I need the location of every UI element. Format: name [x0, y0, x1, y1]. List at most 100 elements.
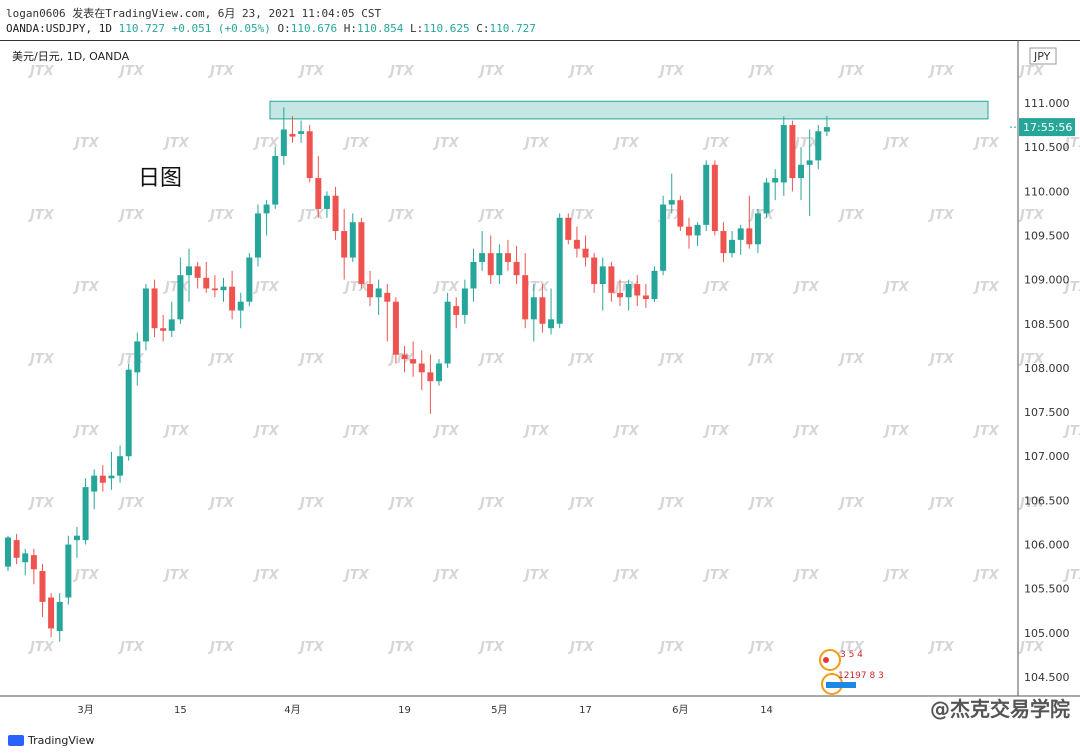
candle-body[interactable]: [272, 155, 279, 205]
candle-body[interactable]: [703, 164, 710, 225]
candle-body[interactable]: [332, 195, 339, 232]
candle-body[interactable]: [91, 475, 98, 492]
candle-body[interactable]: [806, 160, 813, 165]
candle-body[interactable]: [323, 195, 330, 209]
candle-body[interactable]: [142, 288, 149, 342]
candle-body[interactable]: [651, 270, 658, 300]
candle-body[interactable]: [746, 228, 753, 245]
candle-body[interactable]: [780, 125, 787, 183]
candle-body[interactable]: [5, 537, 11, 567]
candle-body[interactable]: [22, 553, 29, 563]
candle-body[interactable]: [203, 277, 210, 289]
candle-body[interactable]: [513, 261, 520, 276]
candle-body[interactable]: [73, 535, 80, 541]
candle-body[interactable]: [470, 261, 477, 289]
candle-body[interactable]: [108, 475, 115, 479]
candle-body[interactable]: [160, 328, 167, 331]
candle-body[interactable]: [39, 571, 46, 602]
candle-body[interactable]: [453, 306, 460, 315]
candle-body[interactable]: [642, 295, 649, 300]
candle-body[interactable]: [418, 363, 425, 373]
candle-body[interactable]: [13, 540, 20, 558]
candle-body[interactable]: [660, 204, 667, 271]
candle-body[interactable]: [530, 297, 537, 320]
candle-body[interactable]: [479, 253, 486, 262]
candle-body[interactable]: [306, 131, 313, 179]
candlestick-chart[interactable]: JTX JTX JTX JTX JTX JTX JTX JTX JTX JTX JTX JTX JTX J…: [0, 40, 1080, 727]
candle-body[interactable]: [229, 286, 236, 311]
candle-body[interactable]: [565, 217, 572, 240]
candle-body[interactable]: [720, 231, 727, 254]
candle-body[interactable]: [427, 372, 434, 382]
candle-body[interactable]: [539, 297, 546, 324]
candle-body[interactable]: [677, 200, 684, 227]
candle-body[interactable]: [754, 213, 761, 245]
candle-body[interactable]: [617, 292, 624, 298]
candle-body[interactable]: [634, 284, 641, 296]
candle-body[interactable]: [341, 231, 348, 258]
candle-body[interactable]: [151, 288, 158, 329]
candle-body[interactable]: [436, 363, 442, 382]
candle-body[interactable]: [582, 248, 589, 258]
candle-body[interactable]: [410, 359, 417, 364]
candle-body[interactable]: [599, 266, 606, 285]
candle-body[interactable]: [823, 127, 830, 132]
candle-body[interactable]: [461, 288, 468, 315]
candle-body[interactable]: [280, 129, 287, 156]
candle-body[interactable]: [487, 253, 494, 276]
candle-body[interactable]: [798, 164, 805, 179]
candle-body[interactable]: [134, 341, 141, 373]
candle-body[interactable]: [56, 601, 63, 632]
candle-body[interactable]: [375, 288, 382, 298]
candle-body[interactable]: [548, 319, 555, 329]
candle-body[interactable]: [711, 164, 718, 232]
candle-body[interactable]: [289, 133, 296, 137]
candle-body[interactable]: [625, 284, 632, 298]
candle-body[interactable]: [522, 275, 529, 320]
candle-body[interactable]: [367, 284, 374, 298]
candle-body[interactable]: [685, 226, 692, 236]
candle-body[interactable]: [401, 354, 408, 360]
high-label: H:: [343, 22, 358, 35]
candle-body[interactable]: [125, 369, 132, 457]
candle-body[interactable]: [298, 131, 305, 134]
candle-body[interactable]: [30, 555, 37, 570]
candle-body[interactable]: [246, 257, 253, 302]
candle-body[interactable]: [496, 253, 503, 276]
candle-body[interactable]: [358, 222, 365, 285]
candle-body[interactable]: [315, 178, 322, 209]
candle-body[interactable]: [117, 456, 124, 476]
candle-body[interactable]: [573, 239, 580, 249]
candle-body[interactable]: [591, 257, 598, 285]
candle-body[interactable]: [668, 200, 675, 205]
candle-body[interactable]: [82, 487, 89, 541]
candle-body[interactable]: [384, 292, 391, 302]
candle-body[interactable]: [763, 182, 770, 214]
candle-body[interactable]: [194, 266, 201, 278]
candle-body[interactable]: [237, 301, 244, 311]
candle-body[interactable]: [220, 286, 227, 291]
candle-body[interactable]: [392, 301, 399, 355]
tradingview-logo[interactable]: TradingView: [8, 734, 94, 747]
candle-body[interactable]: [444, 301, 451, 364]
candle-body[interactable]: [815, 131, 822, 161]
candle-body[interactable]: [772, 178, 779, 183]
candle-body[interactable]: [556, 217, 563, 324]
candle-body[interactable]: [349, 222, 356, 258]
candle-body[interactable]: [254, 213, 261, 258]
candle-body[interactable]: [65, 544, 72, 598]
candle-body[interactable]: [263, 204, 270, 214]
candle-body[interactable]: [168, 319, 175, 331]
candle-body[interactable]: [177, 275, 184, 320]
candle-body[interactable]: [789, 125, 796, 179]
candle-body[interactable]: [99, 475, 106, 483]
candle-body[interactable]: [729, 239, 736, 254]
resistance-zone[interactable]: [269, 100, 989, 120]
candle-body[interactable]: [737, 228, 744, 240]
candle-body[interactable]: [186, 266, 193, 276]
candle-body[interactable]: [608, 266, 615, 293]
candle-body[interactable]: [48, 597, 55, 629]
candle-body[interactable]: [694, 224, 701, 236]
candle-body[interactable]: [504, 253, 511, 262]
candle-body[interactable]: [211, 288, 218, 291]
